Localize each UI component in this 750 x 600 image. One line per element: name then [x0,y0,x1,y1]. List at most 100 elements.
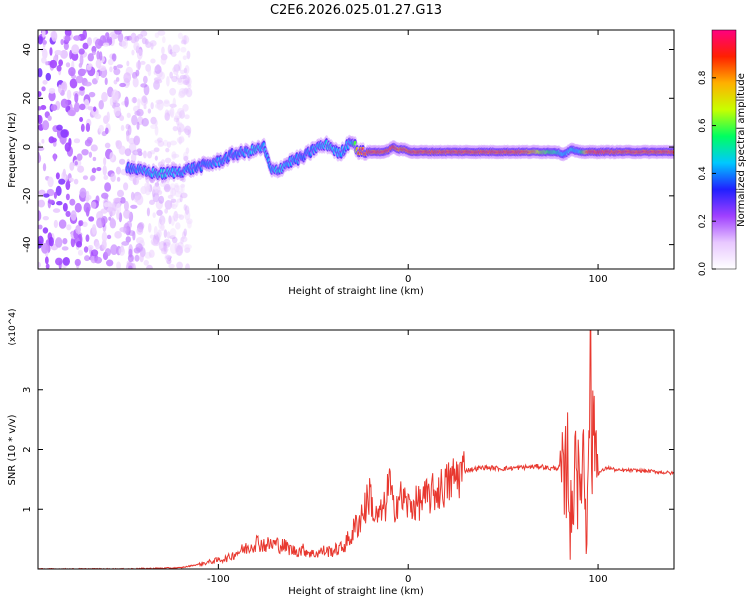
noise-speckle [38,142,41,147]
noise-speckle [91,45,97,53]
noise-speckle [91,167,97,174]
noise-speckle [42,215,49,221]
noise-speckle [116,189,125,198]
noise-speckle [136,33,144,40]
noise-speckle [175,73,179,80]
noise-speckle [58,219,67,229]
noise-speckle [185,76,192,87]
noise-speckle [111,53,117,62]
noise-speckle [176,123,185,133]
spectrogram-frame [37,29,675,270]
noise-speckle [87,53,94,62]
noise-speckle [63,42,69,50]
noise-speckle [186,218,193,225]
noise-speckle [82,221,88,228]
noise-speckle [69,161,75,171]
noise-speckle [74,258,81,267]
noise-speckle [131,263,136,269]
noise-speckle [175,185,184,194]
noise-speckle [180,46,187,53]
noise-speckle [44,256,49,265]
noise-speckle [103,175,109,180]
noise-speckle [184,205,190,215]
noise-speckle [88,216,95,222]
noise-speckle [83,202,91,214]
noise-speckle [183,155,189,162]
noise-speckle [55,185,62,196]
noise-speckle [160,56,167,65]
noise-speckle [71,44,80,55]
colorbar-tick-label: 0.8 [698,70,708,85]
noise-speckle [117,32,124,43]
y-tick-label: 20 [22,92,33,105]
noise-speckle [142,75,148,84]
noise-speckle [132,149,141,156]
noise-speckle [184,125,192,136]
noise-speckle [183,204,187,211]
noise-speckle [139,253,144,263]
noise-speckle [95,59,102,69]
noise-speckle [169,235,176,240]
noise-speckle [79,220,84,226]
noise-speckle [115,166,122,175]
noise-speckle [164,199,173,210]
noise-speckle [135,61,142,70]
noise-speckle [102,42,110,47]
noise-speckle [68,67,76,77]
noise-speckle [154,32,160,39]
noise-speckle [157,140,165,147]
colorbar-tick-label: 0.0 [698,262,708,277]
noise-speckle [174,182,179,188]
noise-speckle [130,204,138,209]
snr-y-multiplier: (x10^4) [8,308,18,345]
noise-speckle [173,64,181,72]
noise-speckle [101,208,106,214]
noise-speckle [66,224,72,231]
noise-speckle [177,198,181,203]
noise-speckle [132,77,139,88]
noise-speckle [51,137,57,143]
noise-speckle [75,224,81,234]
noise-speckle [113,102,121,108]
noise-speckle [41,30,46,38]
noise-speckle [65,193,70,201]
noise-speckle [147,66,152,77]
noise-speckle [62,168,66,177]
noise-speckle [119,197,126,204]
noise-speckle [184,247,191,253]
noise-speckle [115,77,120,82]
noise-speckle [155,64,161,71]
noise-speckle [183,67,188,74]
noise-speckle [41,242,49,254]
noise-speckle [48,87,56,94]
noise-speckle [136,121,140,131]
noise-speckle [84,255,91,262]
noise-speckle [148,199,155,205]
spectrogram-marks [38,30,674,269]
noise-speckle [118,158,126,165]
noise-speckle [38,199,46,208]
noise-speckle [177,107,185,116]
noise-speckle [183,228,188,237]
noise-speckle [183,87,189,94]
noise-speckle [82,30,87,40]
noise-speckle [116,261,121,269]
noise-speckle [146,207,150,217]
noise-speckle [134,110,141,116]
y-tick-label: 0 [22,144,33,150]
noise-speckle [102,165,107,176]
colorbar-tick-label: 0.6 [698,118,708,133]
noise-speckle [169,243,178,255]
noise-speckle [155,99,164,105]
noise-speckle [88,151,93,158]
noise-speckle [180,192,188,199]
noise-speckle [171,203,177,210]
noise-speckle [144,182,151,191]
noise-speckle [55,172,60,180]
spectrogram-y-label: Frequency (Hz) [7,112,18,188]
noise-speckle [121,241,130,246]
noise-speckle [107,58,114,66]
noise-speckle [163,229,168,238]
noise-speckle [181,184,185,194]
noise-speckle [147,223,152,233]
